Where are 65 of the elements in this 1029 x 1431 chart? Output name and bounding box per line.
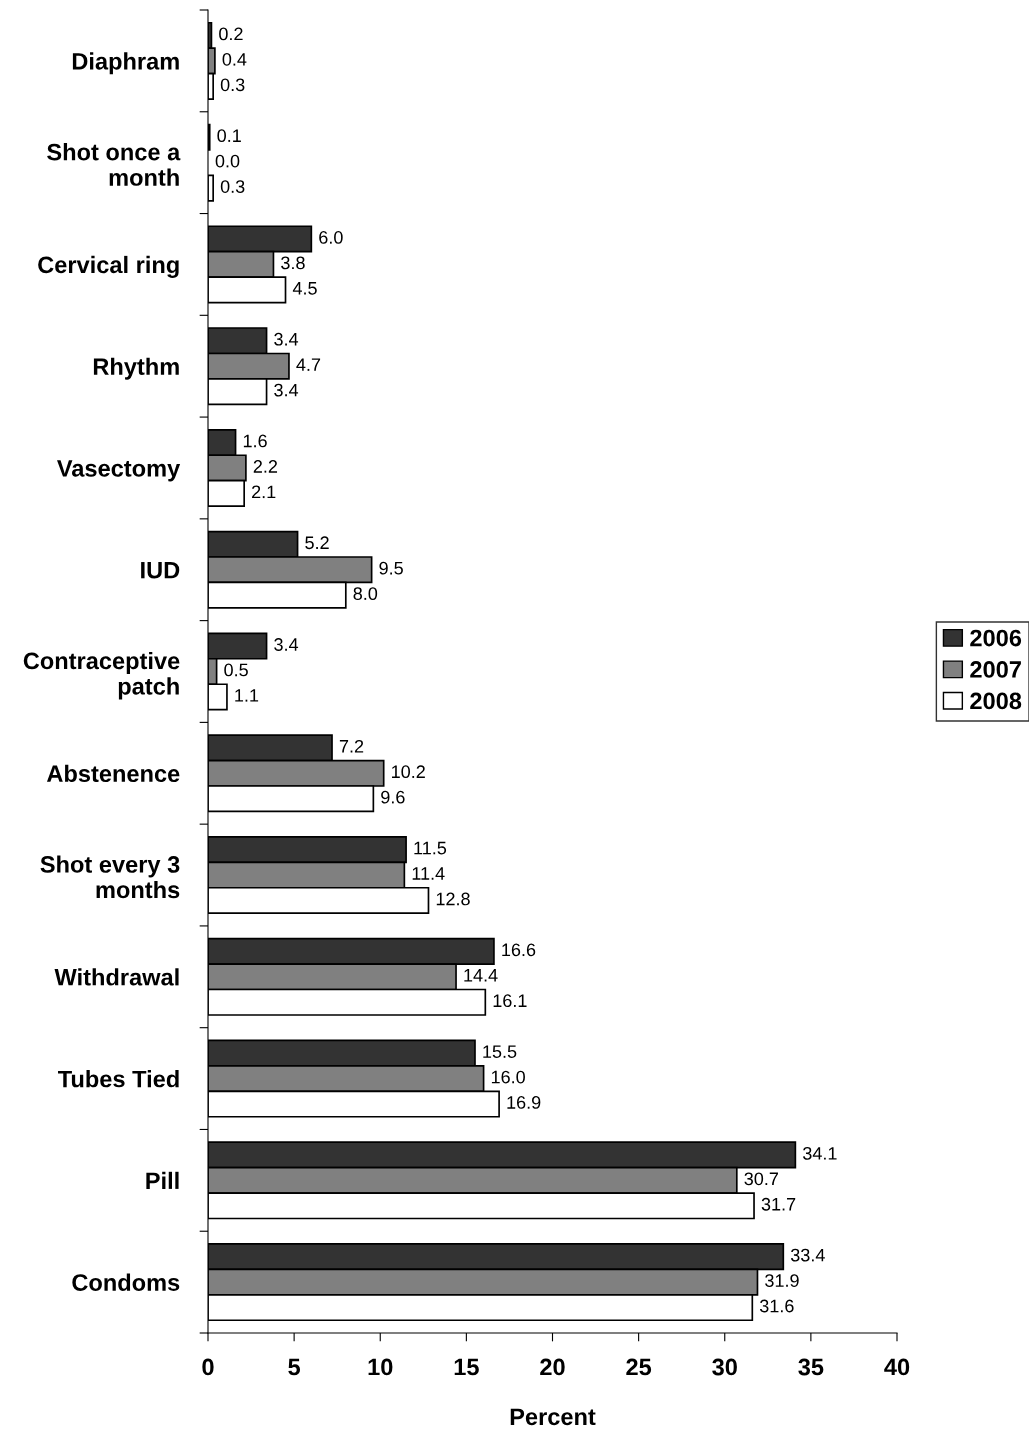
x-tick-label: 10 <box>368 1358 393 1376</box>
data-label: 3.4 <box>274 638 299 651</box>
data-label: 8.0 <box>353 587 378 601</box>
legend-label: 2008 <box>970 692 1022 710</box>
y-tick-label: Withdrawal <box>54 968 179 986</box>
legend-label: 2006 <box>970 629 1022 647</box>
y-tick-label: Tubes Tied <box>58 1070 179 1088</box>
x-tick-label: 5 <box>288 1358 301 1376</box>
x-tick-label: 15 <box>454 1358 479 1376</box>
data-label: 10.2 <box>392 765 425 779</box>
x-tick-label: 40 <box>884 1358 910 1376</box>
y-tick-label: Cervical ring <box>38 255 179 278</box>
data-label: 0.5 <box>224 663 248 677</box>
data-label: 6.0 <box>319 231 343 244</box>
data-label: 15.5 <box>483 1045 517 1058</box>
data-label: 9.6 <box>381 790 405 804</box>
y-tick-label: Condoms <box>72 1273 180 1291</box>
x-axis-title: Percent <box>510 1408 596 1426</box>
y-tick-label: Shot once a month <box>47 143 181 186</box>
x-tick-label: 20 <box>540 1358 565 1376</box>
y-tick-label: Rhythm <box>93 357 179 380</box>
data-label: 0.0 <box>215 154 240 168</box>
data-label: 5.2 <box>305 536 329 550</box>
x-tick-label: 30 <box>712 1358 737 1376</box>
data-label: 0.2 <box>219 27 243 41</box>
data-label: 9.5 <box>379 561 403 575</box>
legend-label: 2007 <box>970 661 1021 678</box>
data-label: 33.4 <box>790 1248 825 1262</box>
data-label: 34.1 <box>803 1146 837 1160</box>
data-label: 1.1 <box>235 689 259 702</box>
data-label: 16.0 <box>491 1070 525 1084</box>
data-label: 0.1 <box>217 129 241 143</box>
data-label: 0.3 <box>220 78 245 92</box>
x-tick-label: 0 <box>202 1358 214 1376</box>
data-label: 1.6 <box>243 434 267 448</box>
data-label: 30.7 <box>744 1172 778 1186</box>
data-label: 31.6 <box>759 1299 794 1313</box>
data-label: 11.5 <box>414 841 447 855</box>
y-tick-label: Pill <box>146 1171 179 1189</box>
y-tick-label: Vasectomy <box>57 460 181 482</box>
data-label: 16.9 <box>507 1096 541 1109</box>
y-tick-label: Shot every 3 months <box>40 855 180 899</box>
data-label: 16.1 <box>493 994 527 1008</box>
data-label: 0.3 <box>220 180 245 193</box>
data-label: 3.8 <box>281 256 305 270</box>
x-tick-label: 35 <box>798 1358 824 1376</box>
data-label: 7.2 <box>339 739 364 753</box>
y-tick-label: IUD <box>141 562 180 579</box>
data-label: 12.8 <box>436 892 470 906</box>
data-label: 31.9 <box>765 1274 799 1287</box>
data-label: 11.4 <box>412 867 445 880</box>
data-label: 2.2 <box>253 460 278 473</box>
data-label: 3.4 <box>274 383 299 397</box>
data-label: 14.4 <box>464 969 498 982</box>
data-label: 4.7 <box>296 358 321 371</box>
y-tick-label: Contraceptive patch <box>23 651 180 700</box>
data-label: 0.4 <box>222 52 247 66</box>
y-tick-label: Diaphram <box>72 52 179 75</box>
data-label: 2.1 <box>252 485 276 499</box>
data-label: 31.7 <box>761 1197 796 1211</box>
y-tick-label: Abstenence <box>46 764 180 783</box>
data-label: 3.4 <box>274 332 299 346</box>
x-tick-label: 25 <box>626 1358 652 1376</box>
data-label: 16.6 <box>502 943 536 957</box>
data-label: 4.5 <box>292 282 317 295</box>
